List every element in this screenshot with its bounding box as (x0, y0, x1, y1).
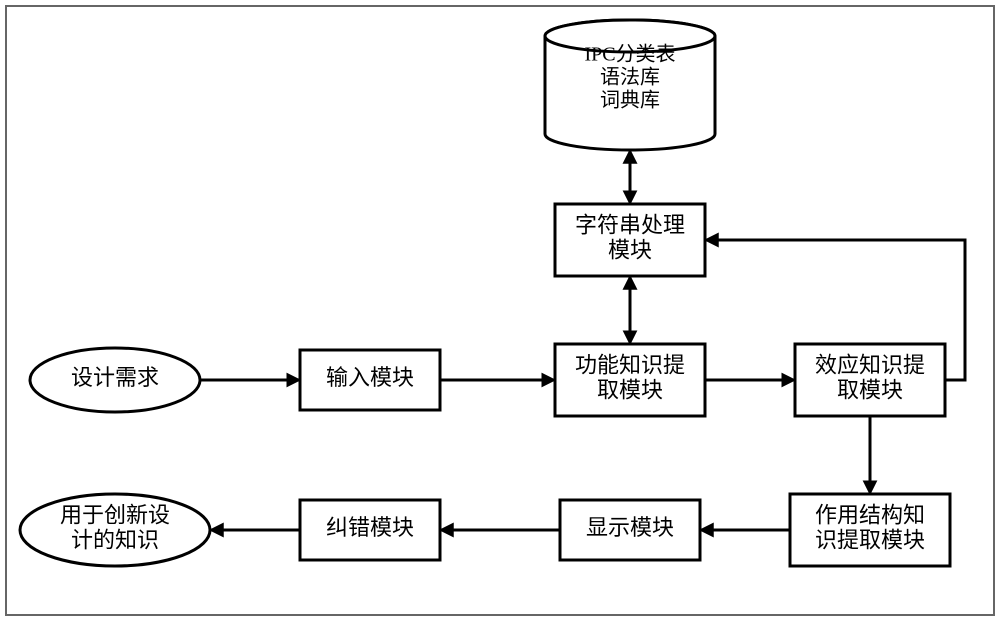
nodes-group: IPC分类表语法库词典库字符串处理模块设计需求输入模块功能知识提取模块效应知识提… (20, 20, 950, 566)
node-string_proc-label-0: 字符串处理 (575, 212, 685, 237)
node-knowledge_out: 用于创新设计的知识 (20, 494, 210, 566)
node-input_mod: 输入模块 (300, 350, 440, 410)
node-design_req-label-0: 设计需求 (71, 365, 159, 390)
node-func_extract: 功能知识提取模块 (555, 344, 705, 416)
node-effect_extract-label-0: 效应知识提 (815, 352, 925, 377)
node-db-label-0: IPC分类表 (584, 43, 675, 66)
node-string_proc: 字符串处理模块 (555, 204, 705, 276)
node-struct_extract-label-0: 作用结构知 (815, 502, 925, 527)
node-string_proc-label-1: 模块 (608, 238, 652, 263)
node-func_extract-label-0: 功能知识提 (575, 352, 685, 377)
node-error_mod-label-0: 纠错模块 (326, 515, 414, 540)
node-effect_extract: 效应知识提取模块 (795, 344, 945, 416)
node-db-label-2: 词典库 (600, 89, 660, 112)
node-display_mod-label-0: 显示模块 (586, 515, 674, 540)
node-struct_extract-label-1: 识提取模块 (815, 528, 925, 553)
node-display_mod: 显示模块 (560, 500, 700, 560)
node-knowledge_out-label-1: 计的知识 (71, 528, 159, 553)
node-func_extract-label-1: 取模块 (597, 378, 663, 403)
flowchart-canvas: IPC分类表语法库词典库字符串处理模块设计需求输入模块功能知识提取模块效应知识提… (0, 0, 1000, 621)
node-db: IPC分类表语法库词典库 (545, 20, 715, 150)
node-knowledge_out-label-0: 用于创新设 (60, 502, 170, 527)
node-struct_extract: 作用结构知识提取模块 (790, 494, 950, 566)
node-input_mod-label-0: 输入模块 (326, 365, 414, 390)
node-db-label-1: 语法库 (600, 66, 660, 89)
node-error_mod: 纠错模块 (300, 500, 440, 560)
node-effect_extract-label-1: 取模块 (837, 378, 903, 403)
node-design_req: 设计需求 (30, 348, 200, 412)
